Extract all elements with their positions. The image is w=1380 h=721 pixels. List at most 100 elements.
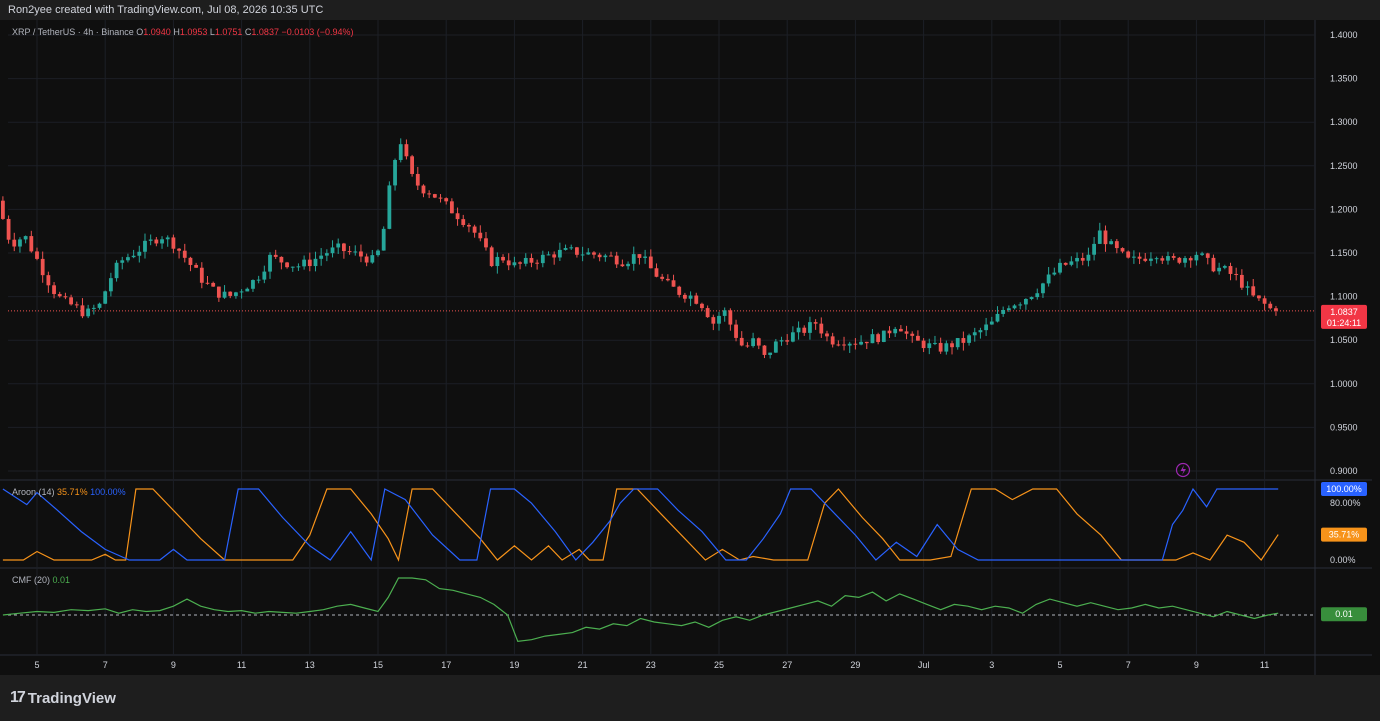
candle-body <box>211 282 216 287</box>
price-axis[interactable] <box>1315 20 1372 675</box>
time-tick-label: Jul <box>918 660 930 670</box>
candle-body <box>427 193 432 195</box>
candle-body <box>898 328 903 332</box>
candle-body <box>69 297 73 305</box>
time-tick-label: 29 <box>850 660 860 670</box>
candle-body <box>722 310 727 316</box>
candle-body <box>779 340 784 342</box>
replay-icon <box>1175 462 1191 478</box>
candle-body <box>381 228 386 251</box>
candle-body <box>40 258 45 276</box>
candle-body <box>438 197 443 199</box>
candle-body <box>626 263 630 267</box>
candle-body <box>1041 283 1045 294</box>
candle-body <box>501 256 505 261</box>
candle-body <box>1217 267 1222 272</box>
candle-body <box>535 262 540 264</box>
candle-body <box>347 251 352 253</box>
candle-body <box>279 256 284 263</box>
candle-body <box>631 254 636 264</box>
candle-body <box>455 213 460 220</box>
candle-body <box>1126 251 1131 258</box>
candle-body <box>1024 299 1028 305</box>
last-price-tag-bg <box>1321 304 1367 329</box>
time-tick-label: 13 <box>305 660 315 670</box>
candle-body <box>410 156 414 174</box>
candle-body <box>148 239 153 241</box>
candle-body <box>160 239 164 244</box>
candle-body <box>853 343 858 345</box>
candle-body <box>1177 257 1182 263</box>
time-tick-label: 21 <box>578 660 588 670</box>
candle-body <box>916 335 920 341</box>
chart-area[interactable] <box>8 20 1315 675</box>
candle-body <box>216 286 221 298</box>
candle-body <box>552 254 557 258</box>
candle-body <box>324 253 329 256</box>
candle-body <box>728 310 733 325</box>
candle-body <box>836 344 841 346</box>
candle-body <box>1188 258 1193 261</box>
candle-body <box>1268 303 1273 309</box>
bottom-bar <box>0 675 1380 721</box>
candle-body <box>364 256 369 263</box>
candle-body <box>745 345 750 347</box>
candle-body <box>660 276 665 279</box>
candle-body <box>773 341 778 353</box>
cmf-tag-text: 0.01 <box>1335 609 1353 619</box>
candle-body <box>1205 253 1210 258</box>
aroon-down-tag-text: 35.71% <box>1329 530 1360 540</box>
candle-body <box>393 159 397 186</box>
candle-body <box>830 336 835 345</box>
candle-body <box>228 291 233 296</box>
cmf-pane <box>2 577 1315 643</box>
aroon-tick-label: 0.00% <box>1330 555 1356 565</box>
price-ticks: 1.4000 1.3500 1.3000 1.2500 1.2000 1.1500 1.10… <box>1330 30 1358 476</box>
candle-body <box>739 337 744 346</box>
aroon-down-value: 35.71% <box>57 487 88 497</box>
price-tick-label: 1.0500 <box>1330 335 1358 345</box>
open-label: O <box>136 27 144 37</box>
candle-body <box>893 328 898 334</box>
candle-body <box>336 243 341 248</box>
candle-body <box>268 254 272 272</box>
candle-body <box>131 255 136 258</box>
candle-body <box>86 308 91 317</box>
candle-body <box>592 252 596 255</box>
last-price-tag-text: 01:24:11 <box>1327 318 1361 328</box>
candle-body <box>683 294 687 299</box>
candle-body <box>1200 253 1204 255</box>
low-label: L <box>209 27 215 37</box>
aroon-down-tag-bg <box>1321 527 1367 542</box>
candle-body <box>506 260 511 266</box>
aroon-pane: 80.00% 0.00% <box>2 487 1361 565</box>
candle-body <box>961 338 966 343</box>
candle-body <box>1052 272 1057 275</box>
aroon-down-line <box>2 488 1279 562</box>
cmf-legend: CMF (20) 0.01 <box>12 575 70 585</box>
cmf-label: CMF (20) <box>12 575 50 585</box>
time-tick-label: 17 <box>441 660 451 670</box>
candle-body <box>415 173 420 186</box>
time-tick-label: 9 <box>171 660 176 670</box>
candle-body <box>330 247 335 254</box>
candle-body <box>864 341 869 344</box>
candle-body <box>881 330 886 342</box>
last-price-tag-text: 1.0837 <box>1330 307 1358 317</box>
time-tick-label: 9 <box>1194 660 1199 670</box>
candle-body <box>46 275 51 286</box>
candle-body <box>137 251 142 256</box>
cmf-tag-bg <box>1321 607 1367 622</box>
candle-body <box>790 332 795 342</box>
candle-body <box>569 247 574 249</box>
tradingview-brand[interactable]: 17 TradingView <box>10 689 116 707</box>
candle-body <box>359 251 363 257</box>
candle-body <box>1239 274 1244 288</box>
candle-body <box>398 144 403 160</box>
price-tick-label: 1.1500 <box>1330 248 1358 258</box>
candle-body <box>1046 274 1051 284</box>
candle-body <box>540 254 545 264</box>
brand-name: TradingView <box>27 689 116 707</box>
